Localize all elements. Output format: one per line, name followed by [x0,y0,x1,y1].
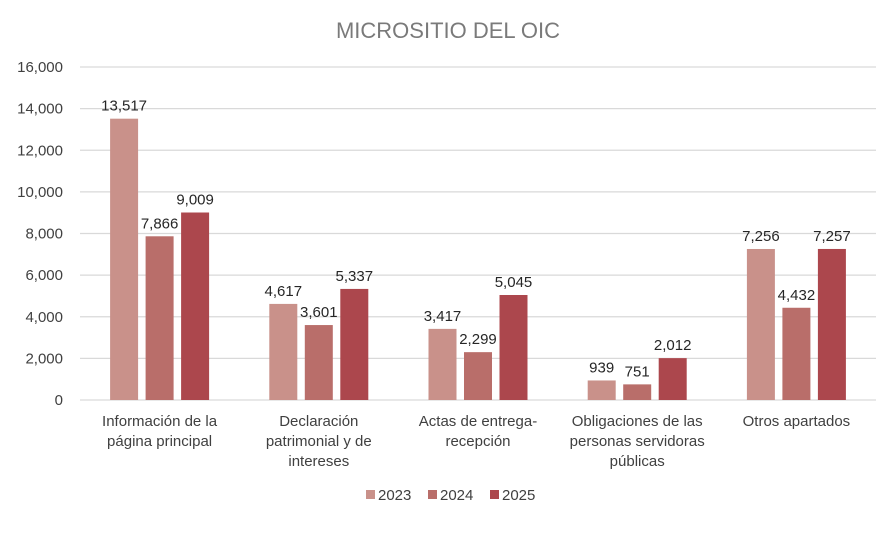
x-tick-label: personas servidoras [570,433,705,450]
data-label: 7,256 [742,228,780,245]
y-tick-label: 12,000 [17,142,63,159]
x-tick-label: recepción [445,433,510,450]
x-tick-label: patrimonial y de [266,433,372,450]
data-label: 751 [625,363,650,380]
legend-label: 2023 [378,487,411,504]
data-label: 7,257 [813,228,851,245]
bar-2024-4 [782,307,811,400]
bar-2024-2 [464,352,492,400]
x-tick-label: públicas [610,453,665,470]
data-label: 5,045 [495,274,533,291]
data-label: 939 [589,359,614,376]
x-tick-label: Declaración [279,413,358,430]
data-label: 13,517 [101,98,147,115]
chart-title: MICROSITIO DEL OIC [336,18,560,43]
legend-label: 2025 [502,487,535,504]
data-labels: 13,517 4,617 3,417 939 7,256 7,866 3,601 2,299 7… [101,98,851,381]
bar-2024-0 [145,236,174,400]
bar-2025-2 [499,295,528,400]
gridlines [80,66,876,401]
legend: 2023 2024 2025 [366,487,535,504]
y-tick-label: 8,000 [25,226,63,243]
y-tick-label: 10,000 [17,184,63,201]
data-label: 3,417 [424,308,462,325]
bar-2023-0 [110,118,139,401]
y-axis: 0 2,000 4,000 6,000 8,000 10,000 12,000 14,000 1… [17,59,63,409]
y-tick-label: 14,000 [17,101,63,118]
legend-label: 2024 [440,487,473,504]
legend-swatch-2025 [490,490,499,499]
x-tick-label: Obligaciones de las [572,413,703,430]
data-label: 3,601 [300,304,338,321]
bar-2025-3 [658,358,687,400]
data-label: 2,012 [654,337,692,354]
x-axis: Información de la página principal Declara… [102,413,850,470]
bar-2025-1 [340,288,369,400]
bar-2023-2 [428,328,457,400]
x-tick-label: Actas de entrega- [419,413,537,430]
bar-2023-4 [746,248,775,400]
x-tick-label: intereses [288,453,349,470]
legend-swatch-2024 [428,490,437,499]
data-label: 4,617 [265,283,303,300]
bar-2023-3 [587,380,616,400]
bar-2025-0 [181,212,210,400]
y-tick-label: 4,000 [25,309,63,326]
y-tick-label: 16,000 [17,59,63,76]
y-tick-label: 2,000 [25,350,63,367]
data-label: 5,337 [336,268,374,285]
x-tick-label: página principal [107,433,212,450]
bar-2023-1 [269,303,298,400]
bar-2025-4 [817,248,846,400]
y-tick-label: 0 [55,392,63,409]
data-label: 4,432 [778,287,816,304]
data-label: 2,299 [459,331,497,348]
data-label: 9,009 [176,192,214,209]
y-tick-label: 6,000 [25,267,63,284]
bar-2024-1 [304,325,333,400]
legend-swatch-2023 [366,490,375,499]
data-label: 7,866 [141,215,179,232]
x-tick-label: Información de la [102,413,218,430]
bar-2024-3 [623,384,652,400]
x-tick-label: Otros apartados [743,413,851,430]
bars [110,118,846,401]
